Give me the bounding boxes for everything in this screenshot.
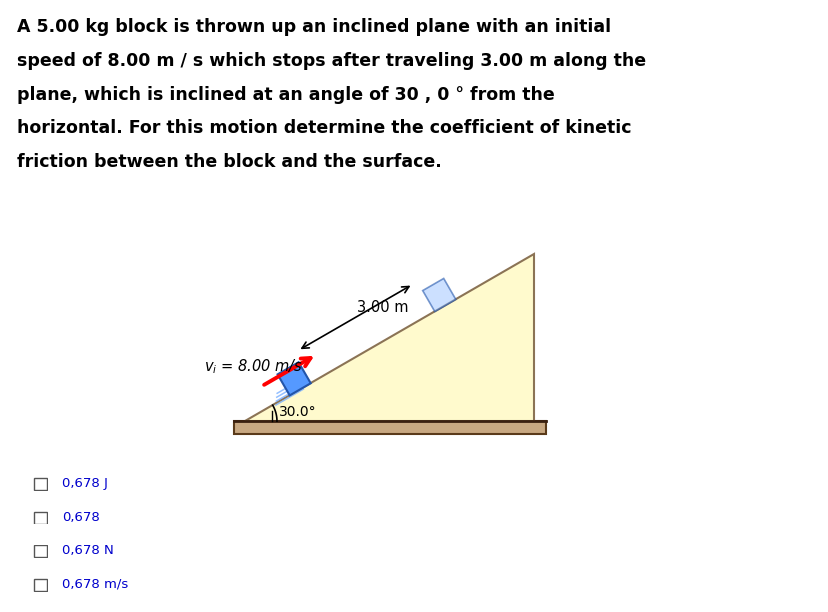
Text: speed of 8.00 m / s which stops after traveling 3.00 m along the: speed of 8.00 m / s which stops after tr… (17, 52, 645, 70)
Text: plane, which is inclined at an angle of 30 , 0 ° from the: plane, which is inclined at an angle of … (17, 86, 554, 103)
Bar (233, 421, 545, 434)
Text: 0,678 N: 0,678 N (62, 544, 113, 558)
Polygon shape (277, 362, 310, 395)
Polygon shape (245, 255, 533, 421)
Text: $v_i$ = 8.00 m/s: $v_i$ = 8.00 m/s (204, 357, 302, 376)
Text: horizontal. For this motion determine the coefficient of kinetic: horizontal. For this motion determine th… (17, 119, 630, 137)
Text: 0,678 J: 0,678 J (62, 477, 108, 490)
Text: 0,678 m/s: 0,678 m/s (62, 578, 128, 591)
Text: 0,678: 0,678 (62, 510, 100, 524)
Text: A 5.00 kg block is thrown up an inclined plane with an initial: A 5.00 kg block is thrown up an inclined… (17, 18, 610, 36)
Polygon shape (422, 278, 455, 312)
Text: 3.00 m: 3.00 m (357, 300, 408, 315)
Text: friction between the block and the surface.: friction between the block and the surfa… (17, 153, 440, 171)
Text: 30.0°: 30.0° (278, 405, 316, 419)
